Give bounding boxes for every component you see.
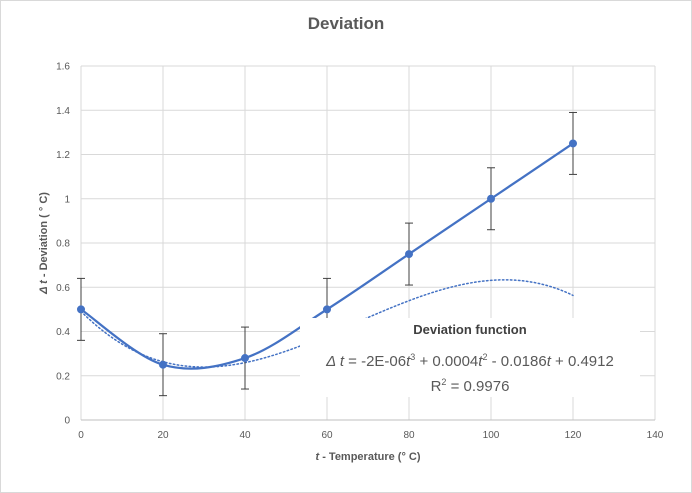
x-tick-label: 120 bbox=[565, 430, 582, 441]
y-tick-label: 1.2 bbox=[56, 150, 70, 161]
data-point bbox=[487, 194, 495, 203]
equation-exp-2: 2 bbox=[482, 352, 488, 362]
trendline-label: Deviation function Δ t = -2E-06t3 + 0.00… bbox=[300, 318, 640, 397]
y-tick-label: 0 bbox=[64, 416, 70, 427]
equation-var-2: t bbox=[478, 353, 483, 370]
equation-term-1: = -2E-06 bbox=[343, 353, 407, 370]
r-squared-label: R bbox=[430, 378, 442, 395]
x-tick-label: 20 bbox=[157, 430, 169, 441]
y-tick-label: 1.4 bbox=[56, 106, 70, 117]
trendline-equation: Δ t = -2E-06t3 + 0.0004t2 - 0.0186t + 0.… bbox=[300, 347, 640, 372]
x-axis-title: t - Temperature (° C) bbox=[315, 451, 420, 463]
x-tick-label: 100 bbox=[483, 430, 500, 441]
x-tick-label: 0 bbox=[78, 430, 84, 441]
trendline-label-title: Deviation function bbox=[413, 322, 527, 337]
y-tick-label: 0.6 bbox=[56, 283, 70, 294]
equation-lhs: Δ t bbox=[326, 353, 344, 370]
y-tick-label: 0.2 bbox=[56, 371, 70, 382]
data-point bbox=[241, 354, 249, 363]
equation-var-1: t bbox=[406, 353, 411, 370]
y-tick-label: 0.4 bbox=[56, 327, 70, 338]
data-point bbox=[159, 360, 167, 369]
y-tick-label: 1.6 bbox=[56, 62, 70, 73]
r-squared: R2 = 0.9976 bbox=[300, 372, 640, 397]
r-squared-exp: 2 bbox=[441, 377, 447, 387]
equation-term-3: - 0.0186 bbox=[487, 353, 547, 370]
data-point bbox=[77, 305, 85, 314]
equation-exp-1: 3 bbox=[410, 352, 416, 362]
x-tick-label: 60 bbox=[321, 430, 333, 441]
y-tick-label: 1 bbox=[64, 194, 70, 205]
x-tick-label: 80 bbox=[403, 430, 415, 441]
y-axis-title: Δ t - Deviation ( ° C) bbox=[38, 192, 50, 295]
equation-term-4: + 0.4912 bbox=[550, 353, 614, 370]
y-tick-label: 0.8 bbox=[56, 239, 70, 250]
data-point bbox=[405, 250, 413, 259]
x-tick-label: 40 bbox=[239, 430, 251, 441]
data-point bbox=[569, 139, 577, 148]
r-squared-value: = 0.9976 bbox=[446, 378, 510, 395]
data-point bbox=[323, 305, 331, 314]
equation-var-3: t bbox=[546, 353, 551, 370]
equation-term-2: + 0.0004 bbox=[415, 353, 479, 370]
x-tick-label: 140 bbox=[647, 430, 664, 441]
chart-title: Deviation bbox=[307, 14, 385, 33]
